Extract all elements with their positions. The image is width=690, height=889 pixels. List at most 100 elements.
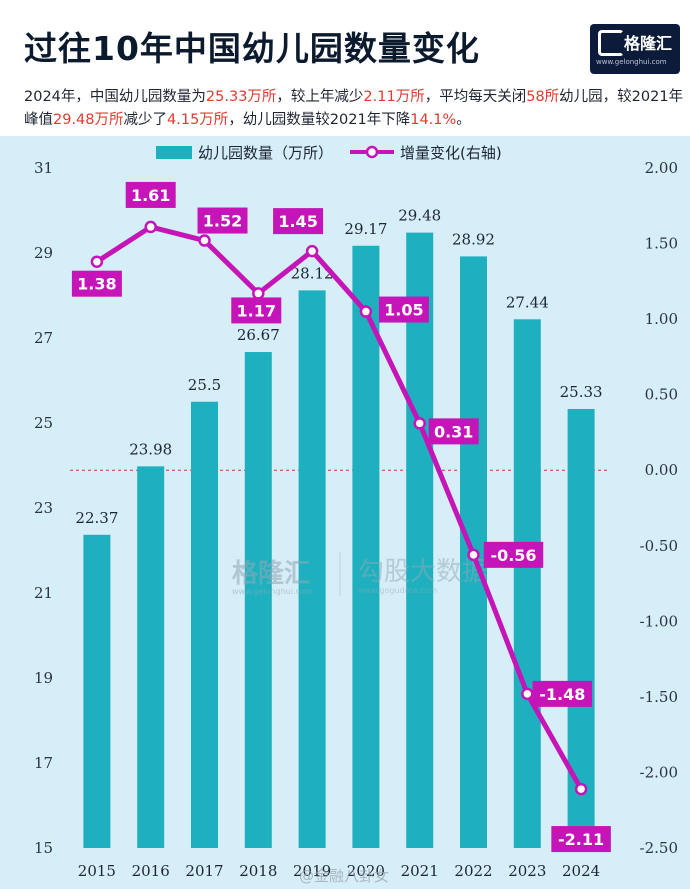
bar-value-label: 28.92 <box>452 230 495 248</box>
bar-value-label: 26.67 <box>237 326 280 344</box>
y-left-tick-label: 19 <box>34 669 53 687</box>
bar-value-label: 25.33 <box>560 383 603 401</box>
y-right-tick-label: -1.00 <box>640 612 678 630</box>
y-right-tick-label: 0.00 <box>645 461 678 479</box>
summary-text: 2024年，中国幼儿园数量为25.33万所，较上年减少2.11万所，平均每天关闭… <box>24 86 684 132</box>
line-label-box <box>378 296 429 323</box>
bar <box>513 319 541 848</box>
x-tick-label: 2017 <box>185 862 223 880</box>
y-right-tick-label: 1.00 <box>645 310 678 328</box>
line-label-box <box>71 270 122 297</box>
logo-g-icon <box>598 30 624 56</box>
line-label-box <box>483 541 544 568</box>
y-left-tick-label: 31 <box>34 159 53 177</box>
line-label-box <box>532 680 593 707</box>
legend-line-marker <box>365 145 379 159</box>
bar-value-label: 23.98 <box>129 440 172 458</box>
x-tick-label: 2019 <box>293 862 331 880</box>
y-left-tick-label: 15 <box>34 839 53 857</box>
line-value-label: 1.17 <box>237 301 276 320</box>
line-label-box <box>231 297 282 324</box>
line-point <box>252 287 265 300</box>
y-right-tick-label: -1.50 <box>640 688 678 706</box>
bar-value-label: 29.17 <box>344 220 387 238</box>
summary-segment: 2024年，中国幼儿园数量为 <box>24 89 206 105</box>
summary-segment: 幼儿园，较2021年峰值 <box>24 89 684 128</box>
bar <box>567 408 595 848</box>
y-left-tick-label: 17 <box>34 754 53 772</box>
legend-line-label: 增量变化(右轴) <box>400 144 502 162</box>
y-right-tick-label: 1.50 <box>645 235 678 253</box>
line-series <box>94 224 584 792</box>
x-tick-label: 2021 <box>401 862 439 880</box>
line-value-label: 0.31 <box>434 422 473 441</box>
line-value-label: -1.48 <box>539 685 585 704</box>
line-value-label: -0.56 <box>490 546 536 565</box>
line-label-box <box>197 207 248 234</box>
y-left-tick-label: 25 <box>34 414 53 432</box>
y-left-tick-label: 29 <box>34 244 53 262</box>
watermark-right-name: 勾股大数据 <box>358 557 488 587</box>
summary-segment: ，幼儿园数量较2021年下降 <box>228 112 411 128</box>
line-label-box <box>273 208 324 235</box>
line-point <box>467 548 480 562</box>
line-value-label: 1.45 <box>278 212 317 231</box>
line-label-box <box>428 418 479 445</box>
x-tick-label: 2020 <box>347 862 385 880</box>
bar <box>406 232 434 849</box>
logo-url: www.gelonghui.com <box>596 58 667 66</box>
line-label-box <box>125 181 176 208</box>
bar-value-label: 22.37 <box>75 509 118 527</box>
brand-logo: 格隆汇 www.gelonghui.com <box>590 24 680 74</box>
line-value-label: 1.05 <box>384 301 423 320</box>
y-right-tick-label: 2.00 <box>645 159 678 177</box>
line-value-label: 1.61 <box>131 186 170 205</box>
summary-segment: 。 <box>456 112 471 128</box>
summary-highlight: 4.15万所 <box>167 112 229 128</box>
y-left-tick-label: 27 <box>34 329 53 347</box>
legend-bar-swatch <box>156 146 192 159</box>
y-right-tick-label: -0.50 <box>640 537 678 555</box>
bar <box>298 290 326 848</box>
bar <box>83 534 111 848</box>
summary-highlight: 25.33万所 <box>205 89 277 105</box>
page-title: 过往10年中国幼儿园数量变化 <box>24 29 480 68</box>
line-point <box>521 687 534 701</box>
x-tick-label: 2024 <box>562 862 600 880</box>
y-left-tick-label: 21 <box>34 584 53 602</box>
legend-bar-label: 幼儿园数量（万所） <box>198 144 333 162</box>
line-value-label: 1.38 <box>77 275 116 294</box>
x-tick-label: 2015 <box>78 862 116 880</box>
x-tick-label: 2018 <box>239 862 277 880</box>
line-value-label: -2.11 <box>558 830 604 849</box>
line-point <box>574 782 588 796</box>
watermark-left-name: 格隆汇 <box>232 558 310 589</box>
x-tick-label: 2023 <box>508 862 546 880</box>
line-label-box <box>551 826 611 853</box>
summary-highlight: 58所 <box>526 89 560 105</box>
y-right-tick-label: -2.50 <box>640 839 678 857</box>
summary-segment: ，较上年减少 <box>276 89 364 105</box>
y-right-tick-label: -2.00 <box>640 763 678 781</box>
line-point <box>413 417 426 430</box>
summary-highlight: 14.1% <box>410 112 457 128</box>
summary-highlight: 2.11万所 <box>363 89 425 105</box>
line-point <box>359 305 373 318</box>
bar-value-label: 27.44 <box>506 293 549 311</box>
watermark-right-url: www.gogudata.com <box>358 586 437 595</box>
bar <box>244 352 272 848</box>
line-point <box>90 255 104 268</box>
bar <box>137 466 165 848</box>
bar-value-label: 25.5 <box>188 376 221 394</box>
watermark-left-url: www.gelonghui.com <box>232 587 313 596</box>
bar <box>352 245 380 848</box>
bar-value-label: 28.12 <box>291 264 334 282</box>
bar-value-label: 29.48 <box>398 207 441 225</box>
summary-segment: ，平均每天关闭 <box>424 89 527 105</box>
summary-segment: 减少了 <box>123 112 168 128</box>
bar <box>191 401 218 848</box>
y-right-tick-label: 0.50 <box>645 386 678 404</box>
x-tick-label: 2016 <box>132 862 170 880</box>
x-tick-label: 2022 <box>454 862 492 880</box>
